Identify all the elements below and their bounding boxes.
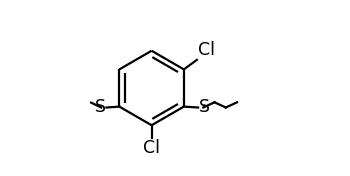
Text: Cl: Cl xyxy=(143,139,160,157)
Text: Cl: Cl xyxy=(197,41,215,59)
Text: S: S xyxy=(198,99,209,117)
Text: S: S xyxy=(95,99,106,117)
